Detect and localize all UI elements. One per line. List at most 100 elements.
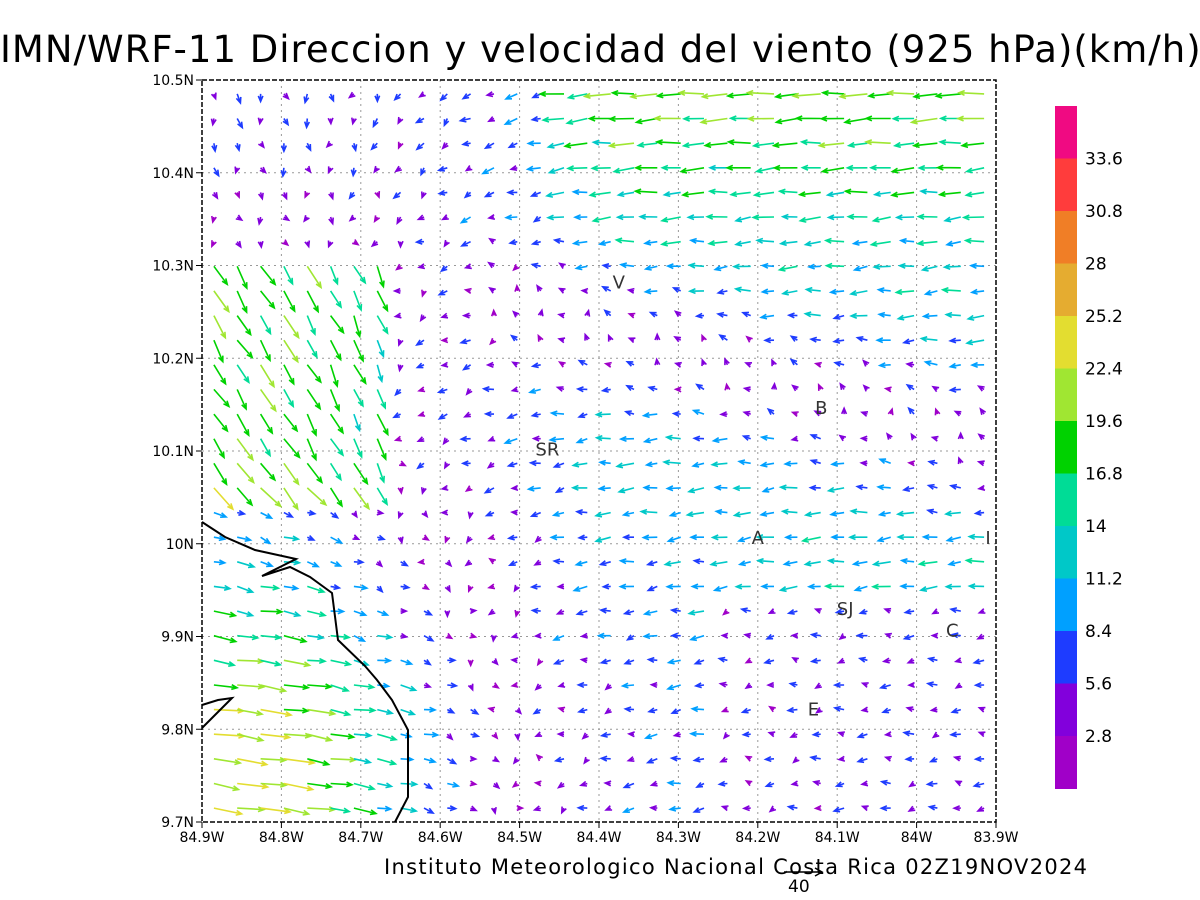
x-tick-label: 84.4W [576,830,621,846]
wind-arrow [283,707,310,714]
wind-arrow [820,167,845,174]
wind-arrow [443,118,450,128]
wind-arrow [809,434,821,440]
wind-arrow [838,434,847,442]
wind-arrow [599,731,611,738]
wind-arrow [572,585,588,592]
wind-arrow [966,314,985,321]
wind-arrow [907,406,915,415]
wind-arrow [552,237,565,244]
wind-arrow [732,485,751,492]
coastline-path [201,696,235,729]
wind-arrow [529,511,541,518]
wind-arrow [283,315,300,340]
wind-arrow [236,487,254,507]
wind-arrow [506,534,518,541]
wind-arrow [584,308,591,317]
wind-arrow [306,265,323,290]
wind-arrow [718,681,728,688]
wind-arrow [508,239,518,246]
wind-arrow [926,656,938,663]
wind-arrow [329,438,345,457]
wind-arrow [417,386,426,393]
wind-arrow [213,559,227,566]
wind-arrow [819,115,845,122]
wind-arrow [751,142,775,149]
colorbar-label: 2.8 [1085,727,1112,747]
wind-arrow [307,657,327,664]
wind-arrow [211,143,218,154]
wind-arrow [469,632,478,639]
wind-arrow [744,779,753,787]
wind-arrow [237,535,253,542]
wind-arrow [348,214,357,222]
wind-arrow [283,634,308,644]
wind-arrow [663,560,681,567]
wind-arrow [594,411,611,418]
wind-arrow [377,708,395,715]
wind-arrow [423,757,438,764]
wind-arrow [809,657,821,664]
wind-arrow [906,657,915,664]
wind-arrow [789,732,798,738]
wind-arrow [864,115,891,122]
wind-arrow [583,756,590,765]
wind-arrow [596,632,611,639]
wind-arrow [512,310,520,318]
wind-arrow [392,191,402,200]
wind-arrow [743,632,752,639]
wind-arrow [236,610,255,617]
wind-arrow [937,190,961,198]
wind-arrow [460,460,471,467]
wind-arrow [963,237,985,244]
wind-arrow [283,511,295,518]
wind-arrow [916,213,938,220]
wind-arrow [392,287,401,295]
place-label: A [752,528,765,549]
wind-arrow [283,389,295,409]
wind-arrow [921,312,938,320]
wind-arrow [724,382,731,391]
wind-arrow [260,733,292,740]
wind-arrow [883,755,892,762]
wind-arrow [759,461,775,468]
wind-arrow [722,608,730,616]
wind-arrow [237,683,266,690]
wind-arrow [945,240,961,247]
wind-arrow [329,315,345,335]
wind-arrow [400,732,413,739]
wind-arrow [436,165,448,172]
x-tick-label: 84.8W [259,830,304,846]
wind-arrow [329,413,345,435]
x-tick-label: 84.1W [815,830,860,846]
wind-arrow [374,93,381,104]
wind-arrow [622,609,635,616]
wind-arrow [305,142,312,152]
wind-arrow [734,216,751,223]
wind-arrow [423,635,435,642]
colorbar-label: 19.6 [1085,412,1123,432]
wind-arrow [510,657,519,664]
wind-arrow [394,165,402,173]
wind-arrow [902,730,915,737]
wind-arrow [868,164,891,171]
wind-arrow [440,312,449,319]
wind-arrow [642,484,658,491]
colorbar: 33.6 30.8 28 25.2 22.4 19.6 16.8 14 11.2 8.4 5.6 2.… [1055,106,1123,789]
wind-arrow [213,659,237,667]
map-title: IMN/WRF-11 Direccion y velocidad del vie… [0,28,1200,71]
wind-arrow [645,757,658,764]
place-label: SJ [837,599,854,620]
wind-arrow [837,755,846,762]
wind-arrow [629,93,658,100]
wind-arrow [353,290,363,312]
wind-arrow [662,459,681,466]
wind-arrow [283,462,300,486]
wind-arrow [257,192,264,201]
wind-arrow [304,165,312,174]
wind-arrow [791,384,799,392]
wind-arrow [803,311,821,318]
wind-arrow [948,337,961,344]
wind-arrow [469,805,478,812]
wind-arrow [875,337,891,344]
